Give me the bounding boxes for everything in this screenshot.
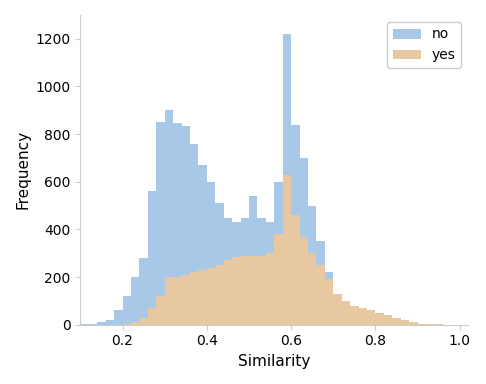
Bar xyxy=(148,191,156,325)
Bar xyxy=(266,222,274,325)
Bar xyxy=(350,306,359,325)
Bar xyxy=(266,253,274,325)
Bar xyxy=(283,175,291,325)
Bar xyxy=(308,205,316,325)
Bar xyxy=(190,272,198,325)
Bar xyxy=(333,294,342,325)
Bar xyxy=(232,222,241,325)
Y-axis label: Frequency: Frequency xyxy=(15,130,30,209)
Bar xyxy=(131,322,139,325)
Bar xyxy=(249,196,258,325)
Bar xyxy=(105,320,114,325)
Bar xyxy=(207,268,215,325)
Bar xyxy=(190,144,198,325)
Bar xyxy=(274,182,283,325)
Bar xyxy=(367,316,376,325)
Legend: no, yes: no, yes xyxy=(387,22,461,68)
Bar xyxy=(198,270,207,325)
Bar xyxy=(122,296,131,325)
Bar xyxy=(241,217,249,325)
Bar xyxy=(148,308,156,325)
Bar xyxy=(392,322,401,325)
Bar xyxy=(165,110,173,325)
Bar xyxy=(122,324,131,325)
Bar xyxy=(401,320,409,325)
Bar xyxy=(215,203,224,325)
Bar xyxy=(258,256,266,325)
Bar xyxy=(173,277,182,325)
Bar xyxy=(417,324,426,325)
Bar xyxy=(249,256,258,325)
Bar xyxy=(182,126,190,325)
Bar xyxy=(139,318,148,325)
Bar xyxy=(342,303,350,325)
Bar xyxy=(173,123,182,325)
Bar xyxy=(232,257,241,325)
Bar xyxy=(131,277,139,325)
Bar xyxy=(325,272,333,325)
Bar xyxy=(426,324,434,325)
Bar xyxy=(224,217,232,325)
Bar xyxy=(350,309,359,325)
Bar xyxy=(409,324,417,325)
Bar xyxy=(215,265,224,325)
Bar xyxy=(258,217,266,325)
Bar xyxy=(376,313,384,325)
Bar xyxy=(384,321,392,325)
Bar xyxy=(384,315,392,325)
Bar xyxy=(401,323,409,325)
Bar xyxy=(308,253,316,325)
Bar xyxy=(299,158,308,325)
Bar xyxy=(241,256,249,325)
Bar xyxy=(207,182,215,325)
Bar xyxy=(274,234,283,325)
Bar xyxy=(359,313,367,325)
Bar xyxy=(409,322,417,325)
Bar xyxy=(156,122,165,325)
Bar xyxy=(359,308,367,325)
Bar xyxy=(291,215,299,325)
X-axis label: Similarity: Similarity xyxy=(238,354,311,369)
Bar xyxy=(316,265,325,325)
Bar xyxy=(165,277,173,325)
Bar xyxy=(283,34,291,325)
Bar xyxy=(198,165,207,325)
Bar xyxy=(80,324,89,325)
Bar xyxy=(325,280,333,325)
Bar xyxy=(224,260,232,325)
Bar xyxy=(342,301,350,325)
Bar xyxy=(299,237,308,325)
Bar xyxy=(376,319,384,325)
Bar xyxy=(97,322,105,325)
Bar xyxy=(392,318,401,325)
Bar xyxy=(333,294,342,325)
Bar xyxy=(114,310,122,325)
Bar xyxy=(316,241,325,325)
Bar xyxy=(156,296,165,325)
Bar xyxy=(182,275,190,325)
Bar xyxy=(139,258,148,325)
Bar xyxy=(367,310,376,325)
Bar xyxy=(291,124,299,325)
Bar xyxy=(89,324,97,325)
Bar xyxy=(417,324,426,325)
